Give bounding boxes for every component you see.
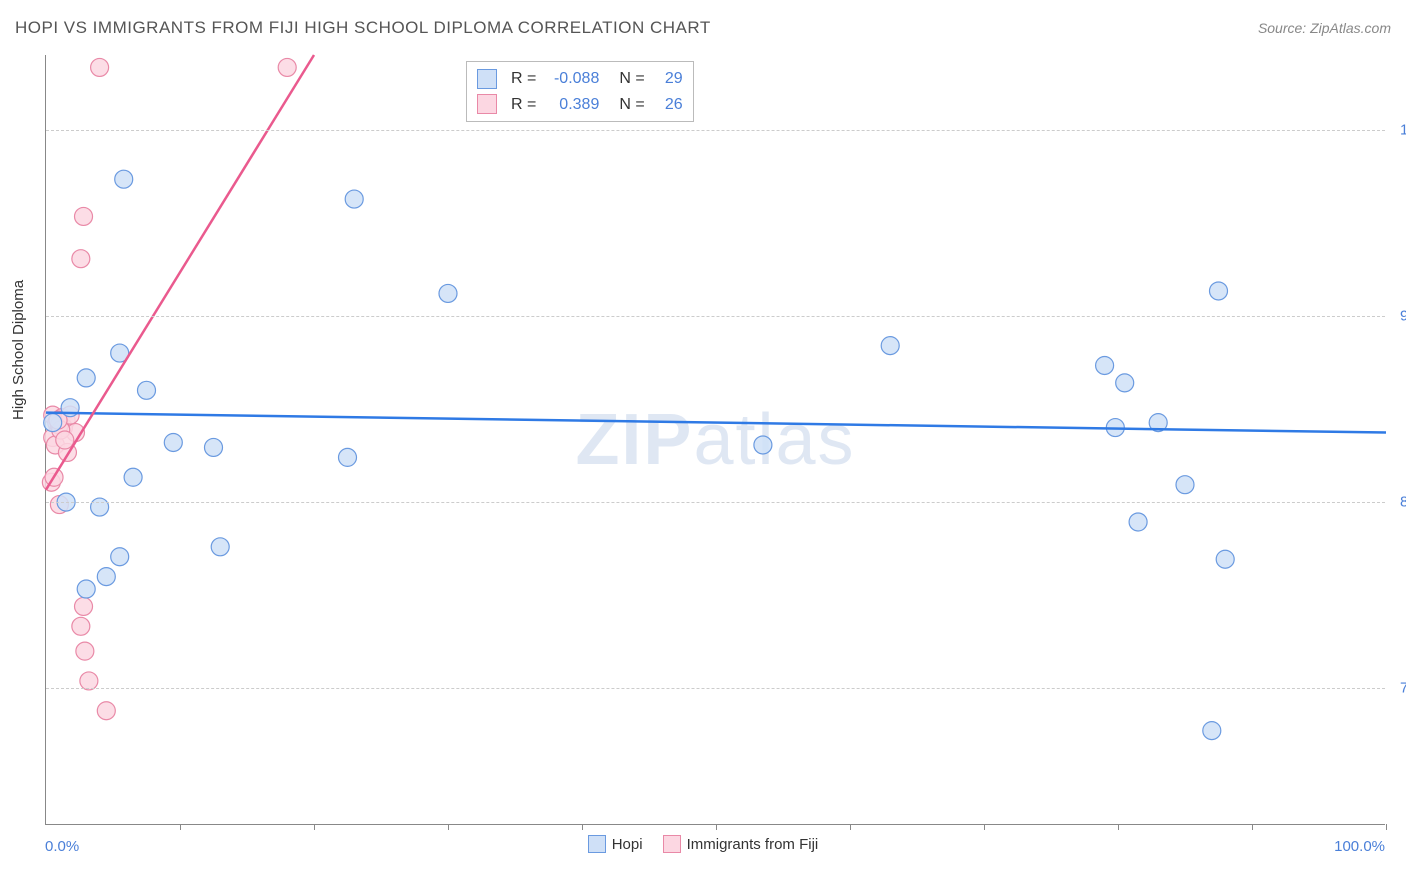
x-tick: [1252, 824, 1253, 830]
trend-line: [46, 55, 314, 490]
scatter-point: [345, 190, 363, 208]
scatter-point: [72, 250, 90, 268]
n-label: N =: [619, 66, 644, 92]
r-label: R =: [511, 92, 536, 118]
scatter-point: [1216, 550, 1234, 568]
x-tick: [984, 824, 985, 830]
n-value: 29: [653, 66, 683, 92]
y-tick-label: 92.5%: [1390, 307, 1406, 324]
scatter-point: [75, 597, 93, 615]
chart-title: HOPI VS IMMIGRANTS FROM FIJI HIGH SCHOOL…: [15, 18, 711, 38]
scatter-point: [56, 431, 74, 449]
scatter-point: [91, 58, 109, 76]
stats-legend: R = -0.088 N = 29 R = 0.389 N = 26: [466, 61, 694, 122]
n-value: 26: [653, 92, 683, 118]
y-tick-label: 77.5%: [1390, 680, 1406, 697]
scatter-point: [881, 337, 899, 355]
scatter-point: [75, 207, 93, 225]
x-tick: [1386, 824, 1387, 830]
y-tick-label: 100.0%: [1390, 121, 1406, 138]
scatter-point: [1096, 356, 1114, 374]
legend-label: Immigrants from Fiji: [687, 836, 819, 853]
scatter-point: [754, 436, 772, 454]
x-tick: [180, 824, 181, 830]
r-value: -0.088: [544, 66, 599, 92]
scatter-point: [115, 170, 133, 188]
scatter-point: [111, 548, 129, 566]
scatter-point: [77, 580, 95, 598]
scatter-point: [278, 58, 296, 76]
scatter-point: [77, 369, 95, 387]
chart-source: Source: ZipAtlas.com: [1258, 20, 1391, 36]
scatter-point: [1176, 476, 1194, 494]
stats-row: R = 0.389 N = 26: [477, 92, 683, 118]
trend-line: [46, 413, 1386, 433]
x-tick: [850, 824, 851, 830]
n-label: N =: [619, 92, 644, 118]
legend-label: Hopi: [612, 836, 643, 853]
legend-swatch: [477, 69, 497, 89]
scatter-point: [124, 468, 142, 486]
scatter-point: [97, 568, 115, 586]
legend-swatch: [477, 94, 497, 114]
gridline: [46, 688, 1385, 689]
scatter-point: [97, 702, 115, 720]
x-tick: [1118, 824, 1119, 830]
scatter-point: [91, 498, 109, 516]
scatter-point: [1203, 722, 1221, 740]
chart-header: HOPI VS IMMIGRANTS FROM FIJI HIGH SCHOOL…: [15, 18, 1391, 38]
scatter-point: [211, 538, 229, 556]
gridline: [46, 316, 1385, 317]
scatter-point: [205, 438, 223, 456]
y-axis-label: High School Diploma: [10, 280, 27, 420]
legend-item: Hopi: [588, 835, 643, 853]
chart-plot-area: ZIPatlas R =-0.088N =29R =0.389N =26 77.…: [45, 55, 1385, 825]
scatter-point: [80, 672, 98, 690]
scatter-point: [164, 433, 182, 451]
legend-item: Immigrants from Fiji: [663, 835, 819, 853]
gridline: [46, 130, 1385, 131]
r-value: 0.389: [544, 92, 599, 118]
legend-swatch: [663, 835, 681, 853]
gridline: [46, 502, 1385, 503]
legend-swatch: [588, 835, 606, 853]
scatter-point: [138, 381, 156, 399]
stats-row: R = -0.088 N = 29: [477, 66, 683, 92]
scatter-svg: [46, 55, 1385, 824]
scatter-point: [1210, 282, 1228, 300]
scatter-point: [44, 414, 62, 432]
x-tick: [716, 824, 717, 830]
x-tick: [314, 824, 315, 830]
scatter-point: [1129, 513, 1147, 531]
x-tick: [582, 824, 583, 830]
x-tick: [448, 824, 449, 830]
scatter-point: [1116, 374, 1134, 392]
r-label: R =: [511, 66, 536, 92]
scatter-point: [339, 448, 357, 466]
scatter-point: [439, 284, 457, 302]
scatter-point: [76, 642, 94, 660]
bottom-legend: Hopi Immigrants from Fiji: [0, 835, 1406, 857]
scatter-point: [72, 617, 90, 635]
y-tick-label: 85.0%: [1390, 494, 1406, 511]
